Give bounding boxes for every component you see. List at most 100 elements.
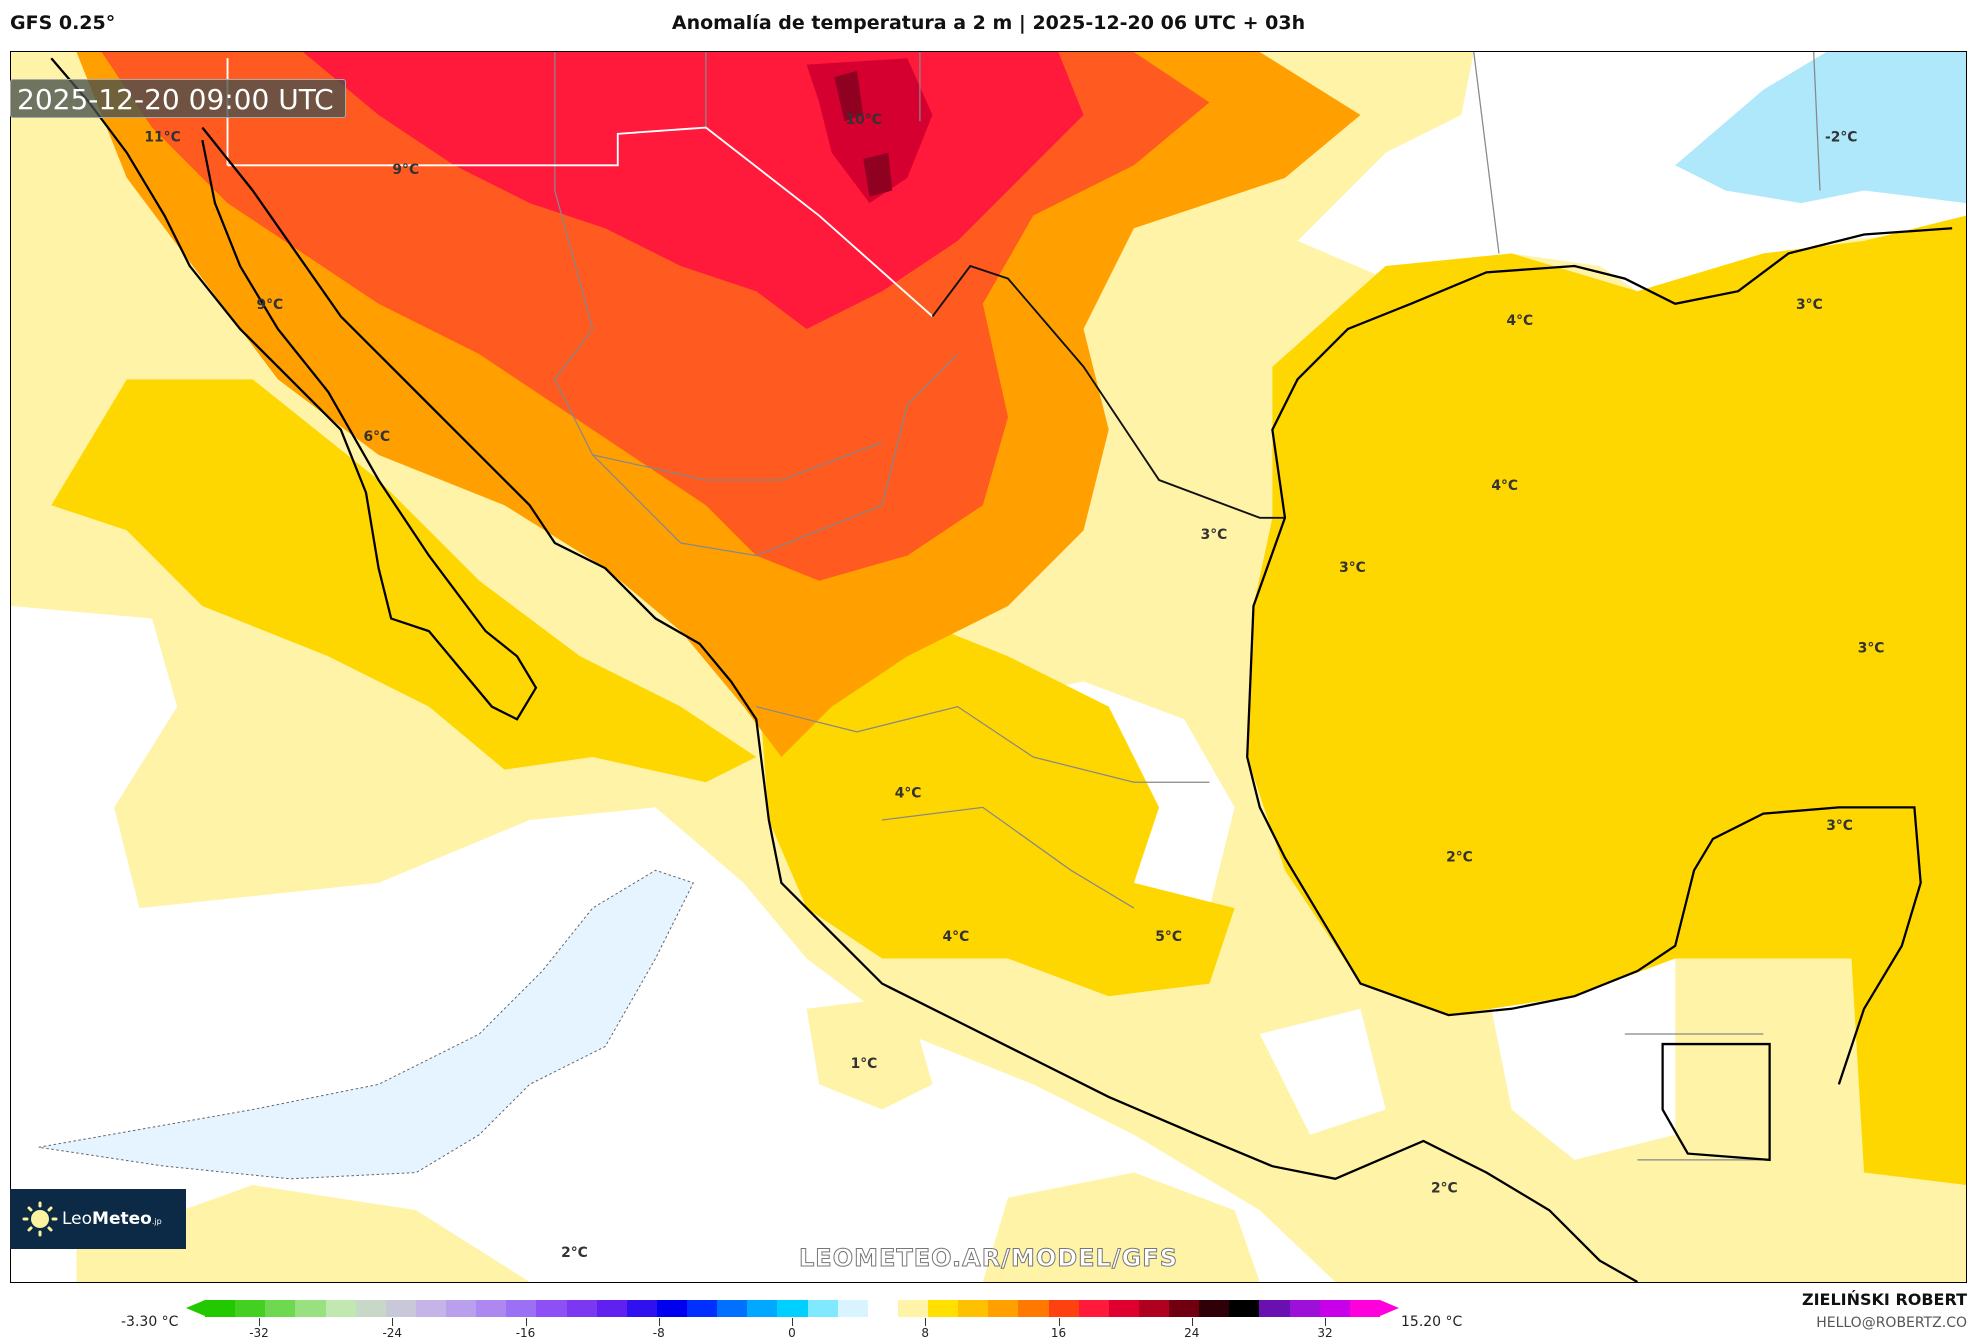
region-gold [1247, 215, 1966, 1186]
colorbar-segment [988, 1300, 1019, 1317]
colorbar-segment [385, 1300, 416, 1317]
colorbar-segment [1349, 1300, 1380, 1317]
contour-label: 2°C [561, 1245, 588, 1261]
colorbar-segment [476, 1300, 507, 1317]
colorbar-segment [1108, 1300, 1139, 1317]
colorbar-tick [1325, 1318, 1326, 1326]
colorbar-segment [446, 1300, 477, 1317]
colorbar-segment [1048, 1300, 1079, 1317]
contour-label: 9°C [392, 162, 419, 178]
logo-text: LeoMeteo.jp [62, 1209, 162, 1229]
contour-label: 3°C [1201, 527, 1228, 543]
colorbar-tick [1191, 1318, 1193, 1326]
region-crimson [806, 58, 933, 204]
colorbar-segment [1229, 1300, 1260, 1317]
valid-time-badge: 2025-12-20 09:00 UTC [10, 79, 346, 118]
sun-icon [22, 1201, 58, 1237]
colorbar-tick-label: 32 [1317, 1326, 1333, 1340]
region-cool [38, 869, 695, 1180]
colorbar-segment [265, 1300, 296, 1317]
colorbar-tick-label: 24 [1184, 1326, 1200, 1340]
leometeo-logo[interactable]: LeoMeteo.jp [10, 1189, 186, 1249]
colorbar-tick [1058, 1318, 1060, 1326]
colorbar-tick [259, 1318, 260, 1326]
contour-label: 9°C [256, 297, 283, 313]
colorbar-segment [325, 1300, 356, 1317]
colorbar-segment [1319, 1300, 1350, 1317]
colorbar-segment [536, 1300, 567, 1317]
colorbar-segment [687, 1300, 718, 1317]
colorbar-tick-label: 0 [788, 1326, 796, 1340]
belize-guatemala-border [1661, 1042, 1771, 1162]
colorbar-tick [792, 1318, 793, 1326]
contour-label: 1°C [851, 1056, 878, 1072]
author-email[interactable]: HELLO@ROBERTZ.CO [1816, 1315, 1967, 1331]
contour-label: 3°C [1858, 641, 1885, 657]
colorbar-tick-label: 8 [921, 1326, 930, 1340]
colorbar-segment [958, 1300, 989, 1317]
colorbar-max-arrow [1380, 1300, 1399, 1316]
colorbar-segment [295, 1300, 326, 1317]
colorbar-tick [925, 1318, 927, 1326]
contour-label: 10°C [846, 112, 882, 128]
contour-label: 3°C [1796, 297, 1823, 313]
region-darkred [834, 70, 893, 197]
contour-label: -2°C [1825, 129, 1857, 145]
contour-label: 3°C [1339, 560, 1366, 576]
author-credit: ZIELIŃSKI ROBERT [1801, 1290, 1967, 1309]
colorbar-segment [837, 1300, 868, 1317]
colorbar-segment [566, 1300, 597, 1317]
colorbar-segment [1018, 1300, 1049, 1317]
contour-label: 4°C [1507, 313, 1534, 329]
contour-label: 2°C [1431, 1181, 1458, 1197]
region-pale [76, 996, 1260, 1282]
watermark: LEOMETEO.AR/MODEL/GFS [799, 1244, 1178, 1273]
colorbar-tick-label: -32 [249, 1326, 269, 1340]
min-value: -3.30 °C [121, 1314, 179, 1330]
colorbar-segment [355, 1300, 386, 1317]
contour-label: 11°C [144, 129, 180, 145]
colorbar-segment [1289, 1300, 1320, 1317]
colorbar-tick [525, 1318, 527, 1326]
colorbar-segment [1199, 1300, 1230, 1317]
colorbar-segment [867, 1300, 898, 1317]
contour-label: 3°C [1826, 818, 1853, 834]
colorbar [205, 1300, 1380, 1317]
coastline-baja [50, 57, 538, 721]
colorbar-segment [897, 1300, 928, 1317]
colorbar-tick-label: -24 [382, 1326, 403, 1340]
temperature-anomaly-map: 11°C 9°C 10°C 9°C 6°C -2°C 4°C 3°C 4°C 3… [10, 51, 1967, 1283]
colorbar-segment [807, 1300, 838, 1317]
contour-label: 2°C [1446, 850, 1473, 866]
contour-label: 4°C [1491, 478, 1518, 494]
model-name: GFS 0.25° [10, 12, 116, 34]
colorbar-segment [1138, 1300, 1169, 1317]
contour-label: 4°C [895, 785, 922, 801]
colorbar-tick-label: -8 [652, 1326, 665, 1340]
map-canvas: 11°C 9°C 10°C 9°C 6°C -2°C 4°C 3°C 4°C 3… [11, 52, 1966, 1282]
colorbar-tick-label: -16 [515, 1326, 536, 1340]
coastline-pacific [201, 126, 1638, 1282]
colorbar-min-arrow [186, 1300, 205, 1316]
colorbar-segment [717, 1300, 748, 1317]
colorbar-segment [506, 1300, 537, 1317]
colorbar-segment [747, 1300, 778, 1317]
coastline-gulf [1246, 227, 1953, 1085]
state-borders [554, 52, 1821, 1161]
contour-label: 6°C [363, 429, 390, 445]
colorbar-tick [658, 1318, 660, 1326]
colorbar-segment [656, 1300, 687, 1317]
contour-label: 5°C [1155, 929, 1182, 945]
map-title: Anomalía de temperatura a 2 m | 2025-12-… [671, 12, 1306, 34]
colorbar-tick-label: 16 [1050, 1326, 1067, 1340]
contour-label: 4°C [943, 929, 970, 945]
colorbar-segment [415, 1300, 446, 1317]
colorbar-segment [596, 1300, 627, 1317]
colorbar-segment [626, 1300, 657, 1317]
colorbar-segment [1259, 1300, 1290, 1317]
region-gold-central [756, 605, 1235, 997]
colorbar-segment [1169, 1300, 1200, 1317]
colorbar-tick [392, 1318, 394, 1326]
colorbar-segment [928, 1300, 959, 1317]
colorbar-segment [235, 1300, 266, 1317]
